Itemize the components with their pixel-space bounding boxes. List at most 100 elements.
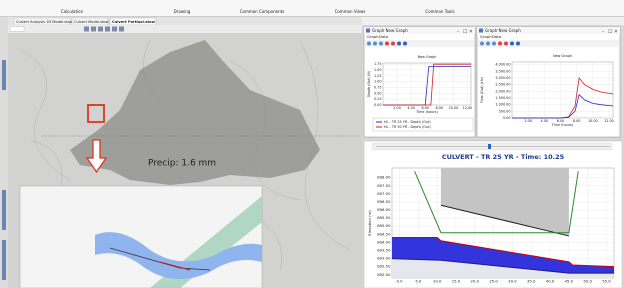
x-tick-label: 2.00 <box>524 119 532 123</box>
x-tick-label: 50.0 <box>583 278 592 283</box>
window-button[interactable]: × <box>469 28 473 34</box>
title-bar <box>477 27 620 34</box>
y-axis-label: Flow (Out) (cfs) <box>480 76 484 103</box>
culvert-highlight <box>159 261 191 271</box>
toolbar-icon <box>498 41 502 46</box>
menu-item[interactable]: Data <box>492 34 501 39</box>
window-button[interactable]: – <box>457 29 460 34</box>
x-tick-label: 30.0 <box>508 278 517 283</box>
toolbar-icon <box>385 41 389 46</box>
y-tick-label: 1.50 <box>374 68 382 72</box>
graph-window[interactable]: Graph New Graph – □ × Graph Data New Graph 0.00… <box>476 26 621 138</box>
x-tick-label: 45.0 <box>565 278 574 283</box>
y-tick-label: 897.00 <box>377 191 391 196</box>
x-axis-label: Time (hours) <box>551 123 574 127</box>
x-tick-label: 4.00 <box>407 106 415 110</box>
y-tick-label: 894.50 <box>377 231 391 236</box>
window-button[interactable]: × <box>614 28 618 34</box>
river <box>95 232 262 280</box>
legend <box>372 117 474 132</box>
window-title: Graph New Graph <box>485 28 521 33</box>
y-axis-label: Depth (Out) (ft) <box>367 70 371 97</box>
y-tick-label: 895.00 <box>377 223 391 228</box>
ribbon-group: Common Components <box>240 9 285 14</box>
legend-label: HL - TR 50 YR - Depth (Out) <box>384 125 431 129</box>
graph-toolbar <box>478 40 619 47</box>
series-line <box>440 204 569 237</box>
x-tick-label: 10.00 <box>449 106 459 110</box>
y-tick-label: 896.50 <box>377 199 391 204</box>
legend-label: HL - TR 25 YR - Depth (Out) <box>384 120 431 124</box>
title-bar <box>364 27 475 34</box>
toolbar-icon <box>367 41 371 46</box>
toolbar-icon <box>480 41 484 46</box>
x-tick-label: 15.0 <box>452 278 461 283</box>
y-tick-label: 892.00 <box>377 272 391 277</box>
window-button[interactable]: □ <box>463 29 467 34</box>
ribbon-group: Calculation <box>61 9 84 14</box>
arrow <box>85 139 108 174</box>
x-tick-label: 2.00 <box>393 106 401 110</box>
toolbar-icon <box>486 41 490 46</box>
y-tick-label: 1.00 <box>374 80 382 84</box>
x-tick-label: 40.0 <box>546 278 555 283</box>
y-tick-label: 892.50 <box>377 264 391 269</box>
zoom-box[interactable] <box>9 26 25 32</box>
watershed <box>70 40 320 185</box>
series-area <box>392 258 614 278</box>
y-tick-label: 894.00 <box>377 239 391 244</box>
tab-label[interactable]: Culvert Model.stow <box>74 20 109 24</box>
y-axis-label: Elevation (m) <box>367 210 372 236</box>
window-button[interactable]: □ <box>608 29 612 34</box>
y-tick-label: 1,500.00 <box>495 96 510 100</box>
graph-window[interactable]: Graph New Graph – □ × Graph Data New Graph 0.00… <box>363 26 476 138</box>
menu-item[interactable]: Data <box>379 34 388 39</box>
toolbar-icons <box>84 26 124 32</box>
window-button[interactable]: – <box>602 29 605 34</box>
toolbar-icon <box>391 41 395 46</box>
y-tick-label: 0.75 <box>374 86 382 90</box>
y-tick-label: 898.00 <box>377 175 391 180</box>
map-annotation: Precip: 1.6 mm <box>148 159 216 169</box>
x-tick-label: 10.0 <box>433 278 442 283</box>
series-line <box>383 63 471 106</box>
toolbar-icon <box>492 41 496 46</box>
menu-item[interactable]: Graph <box>367 34 379 39</box>
x-tick-label: 6.00 <box>557 119 565 123</box>
toolbar-icon <box>516 41 520 46</box>
tab-label[interactable]: Culvert Portioal.stow <box>112 20 156 24</box>
series-line <box>391 258 614 274</box>
window-icon <box>479 28 483 33</box>
tab-label[interactable]: Culvert Analysis 1D Model.stow <box>16 20 73 24</box>
x-tick-label: 35.0 <box>527 278 536 283</box>
y-tick-label: 895.50 <box>377 215 391 220</box>
slider-thumb[interactable] <box>488 144 491 149</box>
ribbon-group: Drawing <box>174 9 191 14</box>
x-axis-label: Time (hours) <box>415 110 438 114</box>
x-tick-label: 0.0 <box>397 278 404 283</box>
y-tick-label: 893.50 <box>377 248 391 253</box>
x-tick-label: 55.0 <box>602 278 611 283</box>
side-panel <box>0 17 8 288</box>
x-tick-label: 12.00 <box>604 119 614 123</box>
y-tick-label: 0.50 <box>374 91 382 95</box>
side-tabs <box>2 60 6 280</box>
toolbar-icon <box>403 41 407 46</box>
y-tick-label: 1.75 <box>374 62 382 66</box>
ribbon-group: Common Views <box>335 9 366 14</box>
plot-area <box>511 61 614 119</box>
menu-item[interactable]: Graph <box>480 34 492 39</box>
tab-bar <box>0 17 362 25</box>
x-tick-label: 8.00 <box>573 119 581 123</box>
x-tick-label: 12.00 <box>463 106 473 110</box>
x-tick-label: 5.0 <box>415 278 422 283</box>
x-tick-label: 6.00 <box>421 106 429 110</box>
chart-title: New Graph <box>418 55 437 59</box>
x-tick-label: 10.00 <box>588 119 598 123</box>
toolbar-icon <box>397 41 401 46</box>
y-tick-label: 896.00 <box>377 207 391 212</box>
y-tick-label: 500.00 <box>499 109 511 113</box>
series-line <box>414 171 579 234</box>
ribbon-group: Common Tools <box>425 9 454 14</box>
